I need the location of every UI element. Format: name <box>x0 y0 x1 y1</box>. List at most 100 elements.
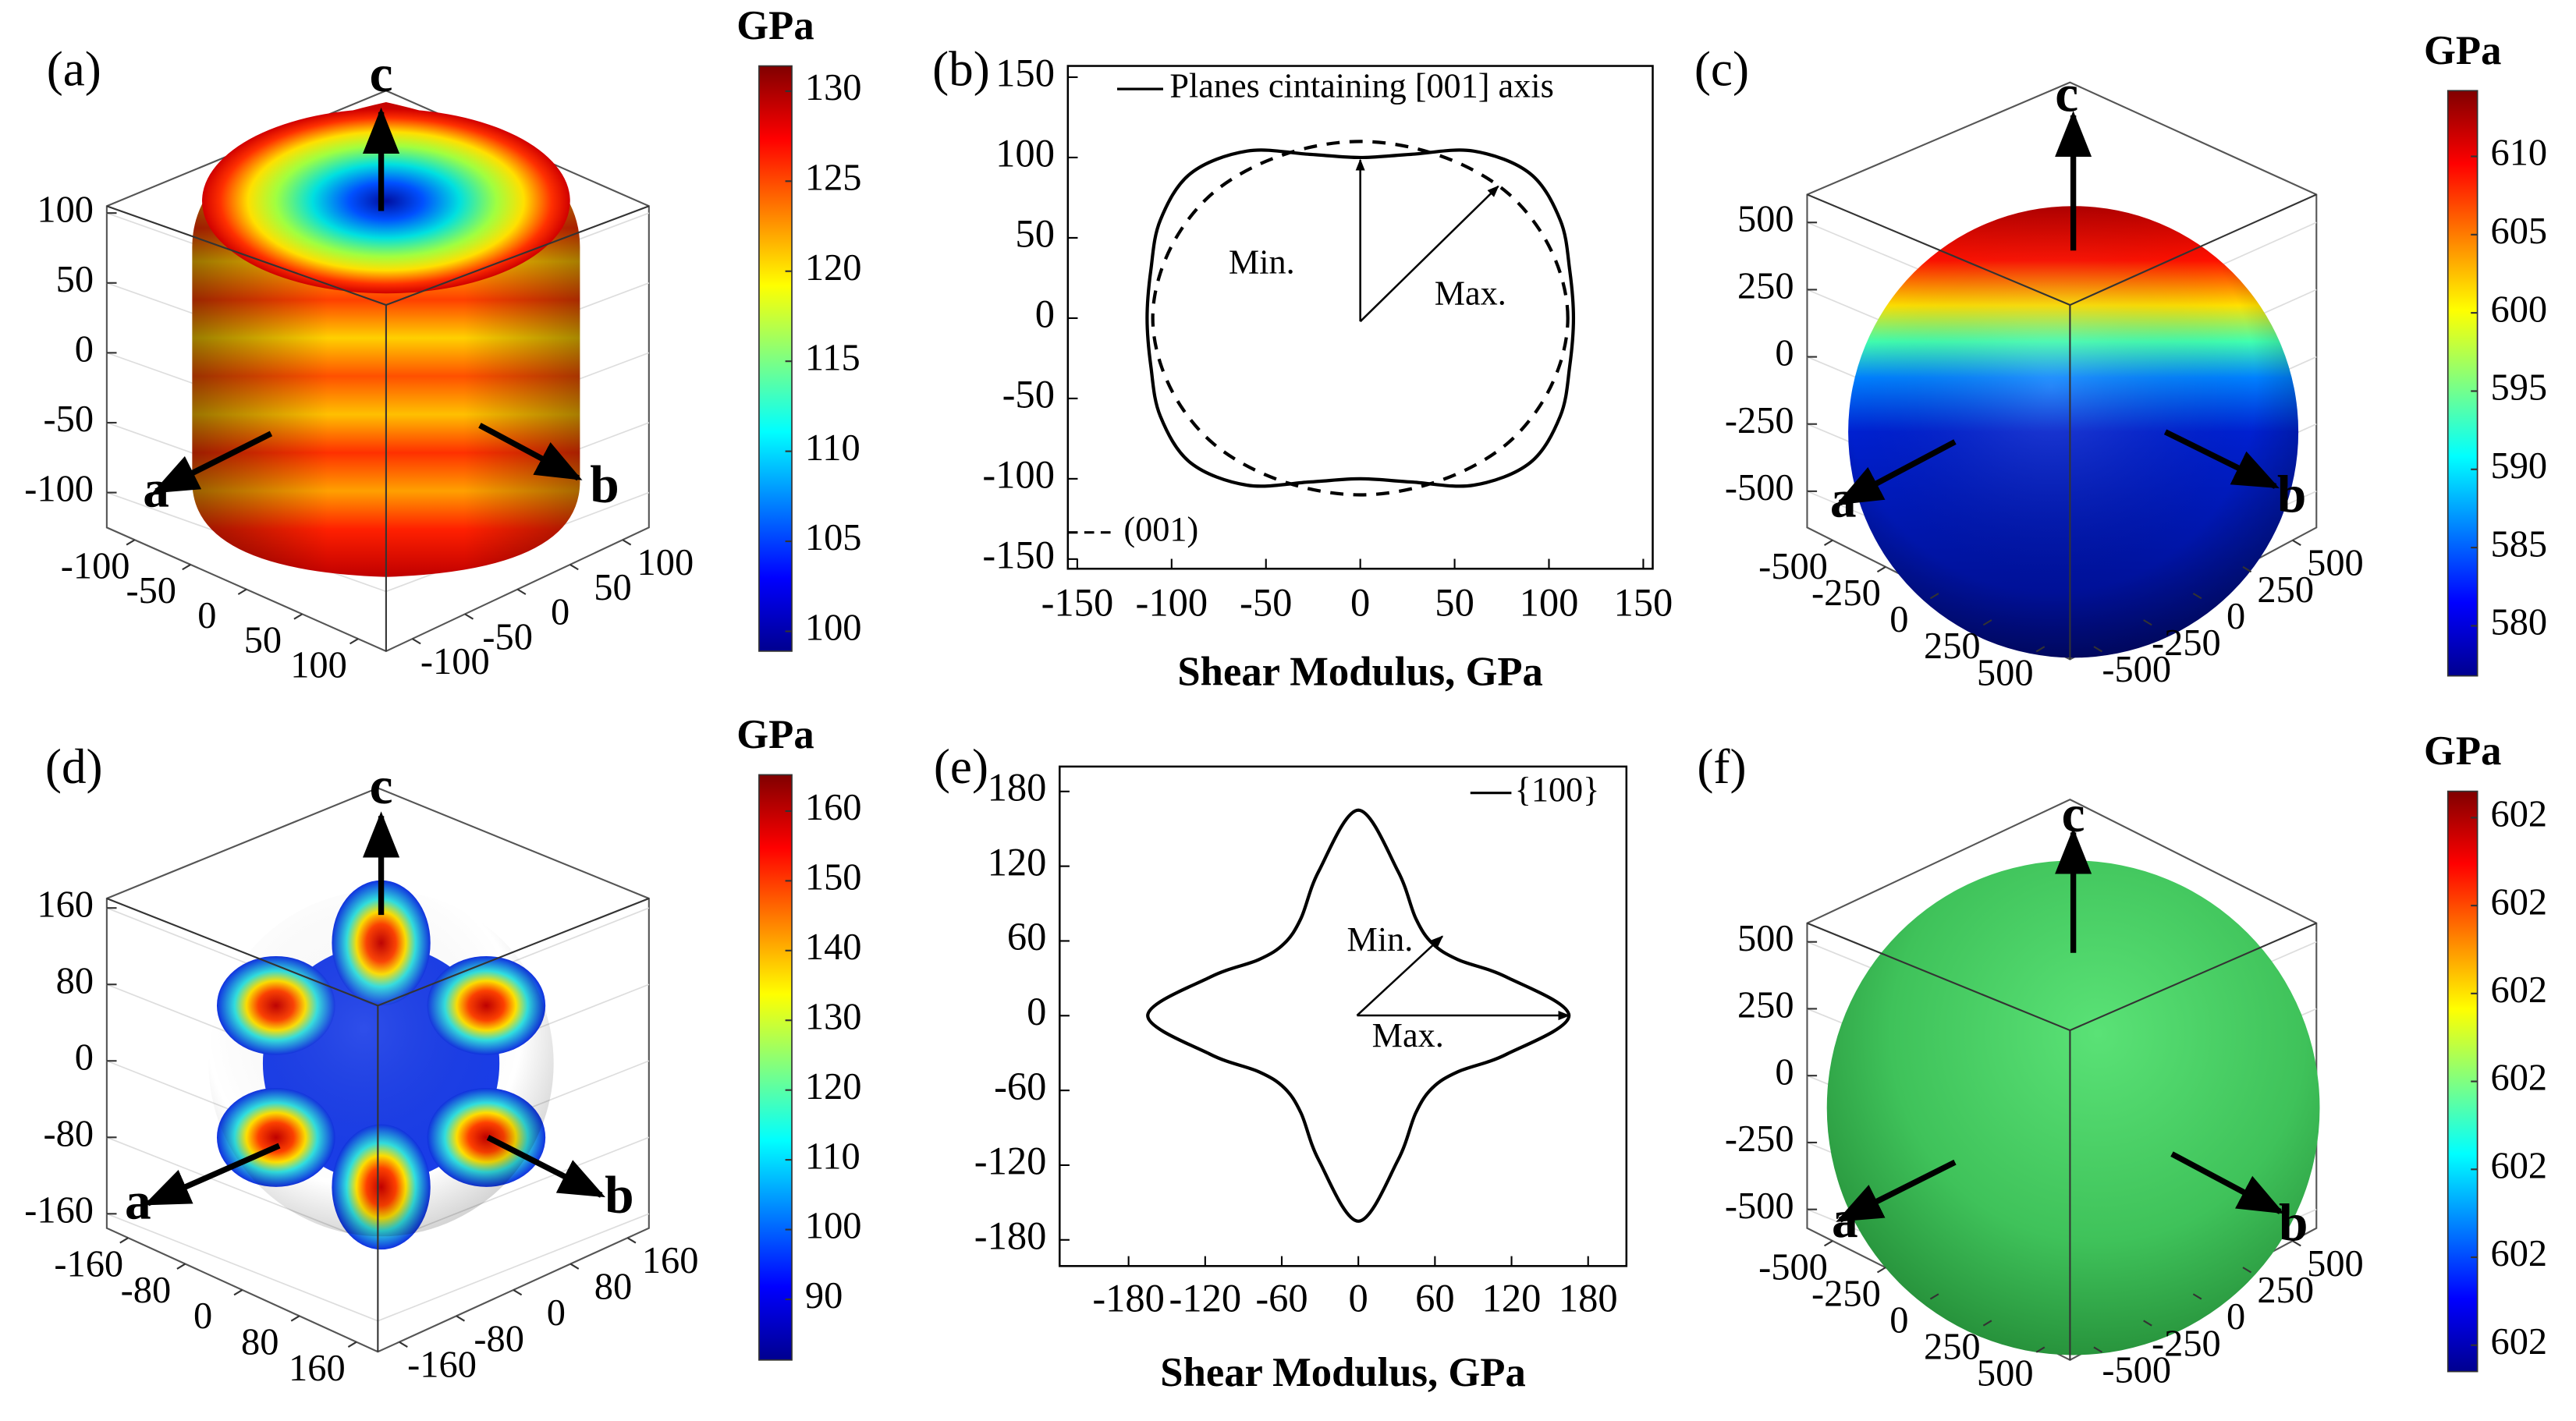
y-tick-label: 120 <box>988 840 1047 884</box>
y-tick <box>516 588 527 595</box>
x-axis-label: Shear Modulus, GPa <box>1177 650 1542 695</box>
colorbar-title: GPa <box>2424 728 2501 774</box>
colorbar-tick-label: 150 <box>805 856 862 898</box>
y-tick-label: 50 <box>1015 211 1055 255</box>
x-tick <box>349 638 359 645</box>
x-tick <box>233 1289 243 1296</box>
colorbar-tick-label: 120 <box>805 247 862 289</box>
y-tick-label: 180 <box>988 765 1047 809</box>
colorbar-tick-label: 160 <box>805 787 862 828</box>
z-tick-label: -250 <box>1725 400 1794 441</box>
annotation-arrow <box>1359 185 1499 323</box>
colorbar-tick-label: 110 <box>805 427 860 469</box>
axis-label: a <box>1830 470 1857 528</box>
y-tick <box>399 1341 408 1348</box>
x-tick-label: 80 <box>241 1321 279 1363</box>
annotation-arrow <box>1356 935 1444 1016</box>
panel-2d: -180 -120 -60 0 60 120 180-180-120-60060120180… <box>974 765 1628 1395</box>
z-tick-label: 250 <box>1737 985 1794 1026</box>
colorbar-tick-label: 585 <box>2490 523 2547 565</box>
panel-label: (f) <box>1697 739 1746 794</box>
colorbar-title: GPa <box>736 3 814 48</box>
x-tick-label: 500 <box>1977 652 2034 693</box>
x-tick-label: 180 <box>1559 1276 1618 1320</box>
x-tick-label: 0 <box>1889 599 1908 640</box>
axis-arrow <box>151 431 273 494</box>
colorbar-tick-label: 590 <box>2490 445 2547 487</box>
axis-label: c <box>370 757 393 815</box>
axis-label: a <box>1832 1190 1858 1249</box>
x-tick-label: 0 <box>193 1295 212 1337</box>
z-tick-label: -250 <box>1725 1118 1794 1160</box>
x-tick <box>347 1341 357 1348</box>
axis-label: b <box>590 455 619 513</box>
panel-2d: -150 -100 -50 0 50 100 150 -150 -100 -50 0 50 100 150… <box>982 51 1673 695</box>
colorbar-tick-label: 115 <box>805 337 860 378</box>
y-tick <box>569 1263 580 1270</box>
x-tick-label: 0 <box>1349 1276 1368 1320</box>
y-tick <box>2143 1320 2152 1327</box>
y-tick-label: 50 <box>594 567 631 608</box>
axis-label: b <box>2277 465 2306 523</box>
x-tick-label: 60 <box>1415 1276 1455 1320</box>
colorbar-tick-label: 120 <box>805 1066 862 1107</box>
series-line <box>1146 808 1571 1223</box>
colorbar-tick-label: 140 <box>805 927 862 968</box>
colorbar-tick-label: 100 <box>805 608 862 649</box>
axis-box-edge <box>2069 922 2317 1032</box>
axis-arrow <box>2163 429 2280 489</box>
colorbar <box>758 65 793 652</box>
y-tick-label: -500 <box>2102 1349 2171 1391</box>
y-tick-label: -250 <box>2152 1323 2221 1364</box>
axis-label: c <box>2062 785 2085 843</box>
x-tick <box>176 1263 186 1270</box>
y-tick-label: 250 <box>2257 569 2314 611</box>
colorbar-tick-label: 602 <box>2490 969 2547 1011</box>
annotation: Min. <box>1229 243 1295 281</box>
axis-box <box>105 787 650 1353</box>
y-tick-label: -250 <box>2152 622 2221 664</box>
y-tick-label: -60 <box>994 1065 1046 1108</box>
axis-box <box>1806 798 2318 1361</box>
x-tick-label: 250 <box>1924 1326 1981 1367</box>
y-tick-label: -150 <box>982 533 1055 576</box>
axis-label: b <box>2279 1193 2308 1252</box>
colorbar-tick-label: 602 <box>2490 793 2547 835</box>
y-tick <box>2093 646 2103 653</box>
y-tick <box>2292 1240 2301 1247</box>
colorbar-title: GPa <box>2424 28 2501 73</box>
y-tick <box>2093 1346 2103 1353</box>
annotation: Max. <box>1372 1016 1444 1054</box>
z-tick-label: 160 <box>37 884 94 925</box>
axis-label: b <box>605 1165 633 1224</box>
legend-label: Planes cintaining [001] axis <box>1169 66 1553 105</box>
surface-top <box>202 108 570 294</box>
colorbar-tick-label: 595 <box>2490 367 2547 409</box>
axis-box-edge <box>106 205 387 307</box>
colorbar-tick-label: 125 <box>805 157 862 198</box>
panel-label: (a) <box>47 42 101 97</box>
axis-box-edge <box>377 897 650 1007</box>
x-tick-label: -100 <box>1136 580 1208 624</box>
colorbar-title: GPa <box>736 712 814 757</box>
x-tick <box>126 539 136 546</box>
annotation: Max. <box>1435 275 1506 313</box>
z-tick-label: 50 <box>56 259 94 300</box>
legend-label: {100} <box>1515 771 1600 809</box>
y-tick-label: 100 <box>995 132 1055 175</box>
x-tick <box>2035 1346 2046 1353</box>
y-tick-label: 0 <box>547 1292 566 1334</box>
colorbar-tick-label: 600 <box>2490 289 2547 330</box>
colorbar <box>2446 90 2478 677</box>
z-tick-label: 500 <box>1737 918 1794 959</box>
y-tick <box>456 1315 466 1322</box>
x-tick <box>1823 539 1833 546</box>
z-tick-label: 100 <box>37 189 94 230</box>
series-line <box>1145 148 1576 488</box>
y-tick-label: 500 <box>2307 1243 2364 1285</box>
z-tick-label: 0 <box>1775 1051 1794 1093</box>
